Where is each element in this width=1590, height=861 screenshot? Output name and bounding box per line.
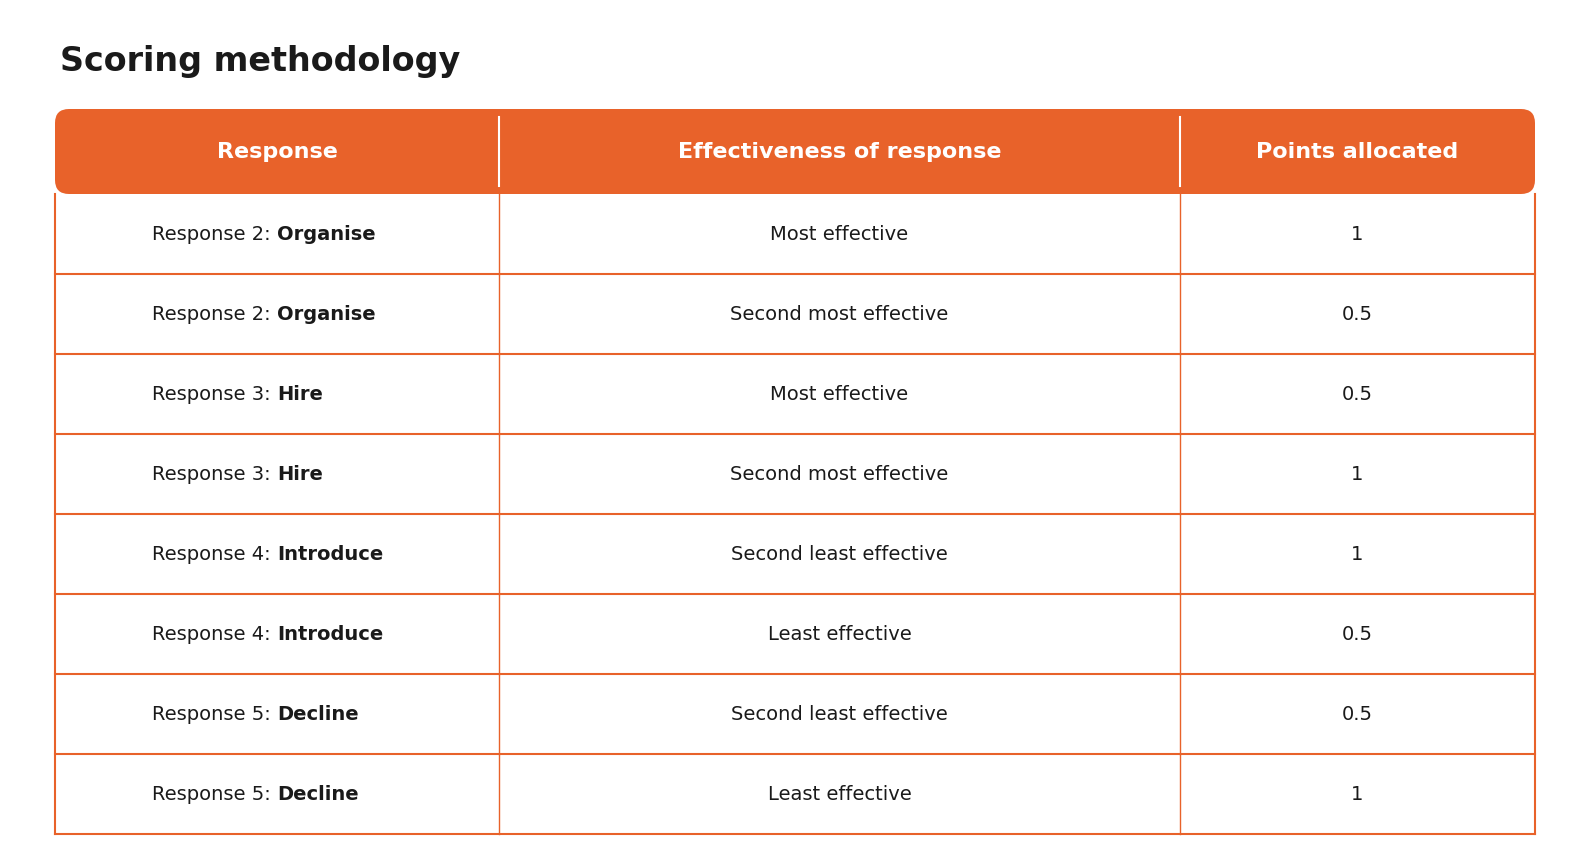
Bar <box>56 754 1534 834</box>
Text: 0.5: 0.5 <box>1342 385 1372 404</box>
Text: 0.5: 0.5 <box>1342 625 1372 644</box>
Text: 1: 1 <box>1352 465 1364 484</box>
Text: Least effective: Least effective <box>768 784 911 803</box>
Text: Hire: Hire <box>277 385 323 404</box>
Bar <box>56 674 1534 754</box>
Bar <box>56 355 1534 435</box>
Text: Organise: Organise <box>277 226 375 245</box>
Text: Response 3:: Response 3: <box>153 465 277 484</box>
Text: Second most effective: Second most effective <box>730 465 949 484</box>
Text: Second most effective: Second most effective <box>730 305 949 324</box>
Text: Effectiveness of response: Effectiveness of response <box>677 142 1002 163</box>
Text: Response 5:: Response 5: <box>153 704 277 723</box>
Text: Hire: Hire <box>277 465 323 484</box>
Bar <box>56 594 1534 674</box>
Bar <box>56 275 1534 355</box>
Bar <box>56 435 1534 514</box>
Text: Second least effective: Second least effective <box>731 545 948 564</box>
Text: Scoring methodology: Scoring methodology <box>60 45 460 77</box>
Text: Response: Response <box>216 142 337 163</box>
Text: Response 3:: Response 3: <box>153 385 277 404</box>
FancyBboxPatch shape <box>56 110 1534 195</box>
Text: Response 5:: Response 5: <box>153 784 277 803</box>
Text: Decline: Decline <box>277 784 359 803</box>
Text: Least effective: Least effective <box>768 625 911 644</box>
Text: 0.5: 0.5 <box>1342 305 1372 324</box>
Text: Response 4:: Response 4: <box>153 625 277 644</box>
Text: Most effective: Most effective <box>770 385 908 404</box>
Text: 1: 1 <box>1352 784 1364 803</box>
Text: Response 2:: Response 2: <box>153 305 277 324</box>
Text: Response 4:: Response 4: <box>153 545 277 564</box>
Bar <box>56 195 1534 275</box>
Text: Second least effective: Second least effective <box>731 704 948 723</box>
Text: Introduce: Introduce <box>277 545 383 564</box>
Text: 1: 1 <box>1352 226 1364 245</box>
Text: Most effective: Most effective <box>770 226 908 245</box>
Text: Decline: Decline <box>277 704 359 723</box>
Text: Organise: Organise <box>277 305 375 324</box>
Text: Response 2:: Response 2: <box>153 226 277 245</box>
Bar <box>56 514 1534 594</box>
Text: 1: 1 <box>1352 545 1364 564</box>
Text: Points allocated: Points allocated <box>1256 142 1458 163</box>
Text: 0.5: 0.5 <box>1342 704 1372 723</box>
Text: Introduce: Introduce <box>277 625 383 644</box>
